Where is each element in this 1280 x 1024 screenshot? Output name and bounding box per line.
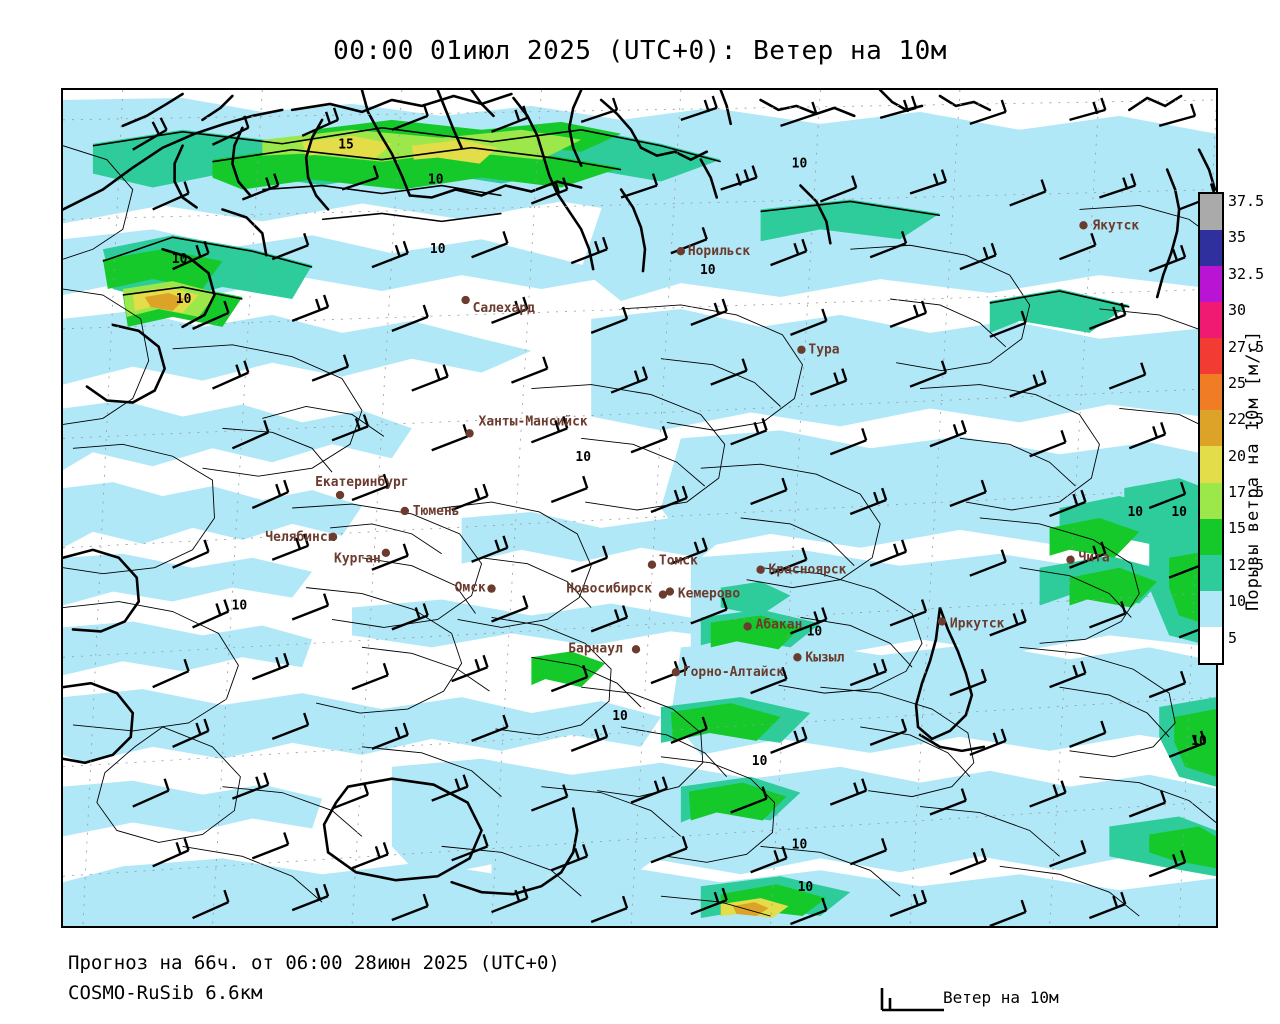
city-marker: [665, 587, 675, 596]
gust-contours: [92, 127, 1130, 308]
city-marker: [487, 584, 496, 593]
gust-colorbar[interactable]: [1198, 192, 1224, 665]
colorbar-segment-37.5: [1200, 194, 1222, 231]
forecast-info-line: Прогноз на 66ч. от 06:00 28июн 2025 (UTC…: [68, 952, 560, 974]
contour-label: 10: [232, 599, 248, 614]
city-label: Иркутск: [950, 616, 1005, 631]
city-marker: [465, 429, 474, 438]
city-label: Горно-Алтайск: [683, 665, 785, 680]
city-label: Томск: [659, 554, 698, 569]
contour-label: 10: [1171, 505, 1187, 520]
city-label: Красноярск: [769, 563, 847, 578]
city-marker: [797, 345, 806, 354]
wind-barb-legend-label: Ветер на 10м: [943, 988, 1059, 1007]
city-marker: [671, 668, 681, 677]
city-marker: [400, 506, 409, 516]
city-marker: [658, 590, 668, 599]
coastline: [63, 90, 1216, 896]
contour-label: 15: [338, 138, 354, 153]
colorbar-tick-22.5: 22.5: [1228, 410, 1265, 429]
colorbar-tick-27.5: 27.5: [1228, 337, 1265, 356]
weather-map-canvas[interactable]: 10 10 15 10 10 10 10 10 10 10 10 10 10 10 10 10 10 Якутс…: [63, 90, 1216, 926]
contour-label: 10: [1127, 505, 1143, 520]
contour-label: 10: [176, 292, 192, 307]
colorbar-segment-10: [1200, 590, 1222, 627]
city-label: Норильск: [688, 244, 751, 259]
colorbar-tick-5: 5: [1228, 628, 1238, 647]
colorbar-tick-32.5: 32.5: [1228, 264, 1265, 283]
city-marker: [743, 622, 752, 631]
gust-colorbar-axis-label: Порывы ветра на 10м [м/с]: [1243, 330, 1263, 611]
contour-label: 10: [430, 242, 446, 257]
colorbar-segment-27.5: [1200, 338, 1222, 375]
city-label: Барнаул: [568, 641, 623, 656]
colorbar-tick-10: 10: [1228, 592, 1247, 611]
gust-colorbar-ticks: 37.5 35 32.5 30 27.5 25 22.5 20 17.5 15 12.5 10 5: [1228, 180, 1276, 680]
contour-label: 10: [428, 173, 444, 188]
city-markers: Якутск Норильск Салехард Тура Ханты-Мансийск…: [265, 218, 1139, 680]
city-marker: [1066, 555, 1075, 564]
colorbar-tick-37.5: 37.5: [1228, 192, 1265, 210]
city-marker: [1079, 221, 1088, 230]
contour-label: 10: [792, 157, 808, 172]
colorbar-segment-30: [1200, 302, 1222, 339]
page-title: 00:00 01июл 2025 (UTC+0): Ветер на 10м: [333, 36, 947, 66]
contour-labels: 10 10 15 10 10 10 10 10 10 10 10 10 10 10 10 10 10: [172, 138, 1207, 895]
city-marker: [631, 645, 641, 654]
city-marker: [381, 548, 391, 557]
colorbar-tick-20: 20: [1228, 446, 1247, 465]
model-name-line: COSMO-RuSib 6.6км: [68, 982, 263, 1004]
city-label: Тура: [808, 343, 839, 358]
city-label: Екатеринбург: [315, 475, 409, 490]
city-marker: [793, 653, 802, 662]
wind-barb-legend-icon: [880, 988, 944, 1012]
colorbar-segment-17.5: [1200, 482, 1222, 519]
city-marker: [937, 617, 947, 626]
colorbar-segment-32.5: [1200, 266, 1222, 303]
city-marker: [461, 295, 470, 305]
city-label: Ханты-Мансийск: [479, 414, 588, 429]
contour-label: 10: [575, 450, 591, 465]
weather-map-frame[interactable]: 10 10 15 10 10 10 10 10 10 10 10 10 10 10 10 10 10 Якутс…: [61, 88, 1218, 928]
city-marker: [328, 532, 338, 542]
contour-label: 10: [798, 880, 814, 895]
colorbar-tick-12.5: 12.5: [1228, 555, 1265, 574]
city-label: Абакан: [756, 617, 803, 632]
colorbar-tick-25: 25: [1228, 373, 1247, 392]
colorbar-segment-5: [1200, 626, 1222, 663]
city-marker: [335, 490, 345, 500]
colorbar-tick-35: 35: [1228, 228, 1247, 247]
contour-label: 10: [792, 837, 808, 852]
contour-label: 10: [172, 252, 188, 267]
city-label: Челябинск: [265, 530, 335, 545]
colorbar-segment-22.5: [1200, 410, 1222, 447]
colorbar-segment-25: [1200, 374, 1222, 411]
contour-label: 10: [807, 624, 823, 639]
city-marker: [647, 560, 657, 569]
colorbar-tick-15: 15: [1228, 519, 1247, 538]
city-label: Тюмень: [413, 504, 460, 519]
contour-label: 10: [1191, 734, 1207, 749]
city-label: Кемерово: [678, 587, 741, 602]
wind-barbs: [132, 95, 1216, 926]
city-marker: [676, 247, 686, 256]
city-label: Омск: [455, 581, 486, 596]
city-label: Чита: [1078, 551, 1109, 566]
city-label: Кызыл: [805, 650, 844, 665]
colorbar-tick-30: 30: [1228, 301, 1247, 320]
administrative-borders: [63, 145, 1216, 917]
contour-label: 10: [612, 709, 628, 724]
colorbar-segment-15: [1200, 518, 1222, 555]
contour-label: 10: [700, 263, 716, 278]
colorbar-segment-20: [1200, 446, 1222, 483]
city-label: Салехард: [473, 301, 536, 316]
city-label: Курган: [334, 552, 381, 567]
city-label: Якутск: [1092, 218, 1139, 233]
colorbar-tick-17.5: 17.5: [1228, 483, 1265, 502]
colorbar-segment-35: [1200, 230, 1222, 267]
city-label: Новосибирск: [566, 582, 652, 597]
city-marker: [756, 565, 765, 574]
colorbar-segment-12.5: [1200, 554, 1222, 591]
contour-label: 10: [752, 754, 768, 769]
